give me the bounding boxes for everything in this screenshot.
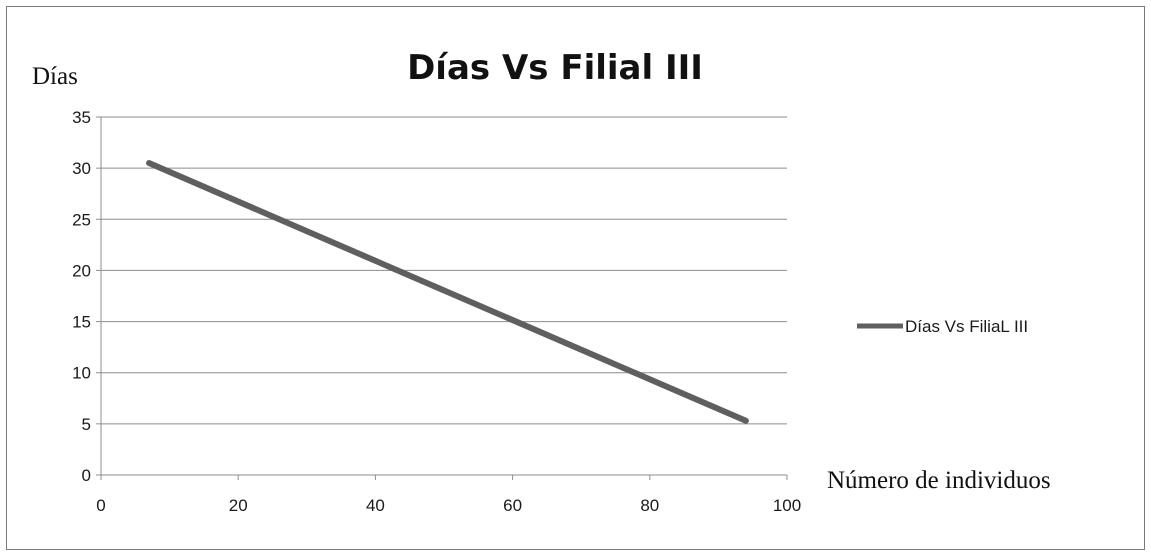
y-tick-label: 10 <box>72 364 91 383</box>
y-tick-label: 30 <box>72 159 91 178</box>
y-tick-label: 35 <box>72 108 91 127</box>
y-axis-label: Días <box>32 63 78 90</box>
y-tick-label: 0 <box>82 466 91 485</box>
x-tick-label: 100 <box>773 496 801 515</box>
legend-label: Días Vs FiliaL III <box>905 317 1028 336</box>
y-tick-labels: 0 5 10 15 20 25 30 35 <box>72 108 91 485</box>
chart-svg: 0 5 10 15 20 25 30 35 0 20 40 60 80 100 Días Vs Fili… <box>32 48 1051 515</box>
y-tick-label: 25 <box>72 210 91 229</box>
x-axis-label: Número de individuos <box>827 467 1051 494</box>
x-tick-label: 20 <box>229 496 248 515</box>
x-tick-label: 60 <box>503 496 522 515</box>
chart-title: Días Vs Filial III <box>407 48 703 88</box>
series-lines <box>146 160 749 424</box>
grid-lines <box>96 116 788 480</box>
legend: Días Vs FiliaL III <box>857 317 1028 336</box>
chart-frame: 0 5 10 15 20 25 30 35 0 20 40 60 80 100 Días Vs Fili… <box>6 6 1145 550</box>
x-tick-label: 0 <box>96 496 105 515</box>
y-tick-label: 5 <box>82 415 91 434</box>
y-tick-label: 20 <box>72 261 91 280</box>
axes <box>100 117 787 476</box>
x-tick-label: 40 <box>366 496 385 515</box>
series-line-0 <box>146 160 749 424</box>
x-tick-labels: 0 20 40 60 80 100 <box>96 496 801 515</box>
x-tick-label: 80 <box>640 496 659 515</box>
y-tick-label: 15 <box>72 313 91 332</box>
